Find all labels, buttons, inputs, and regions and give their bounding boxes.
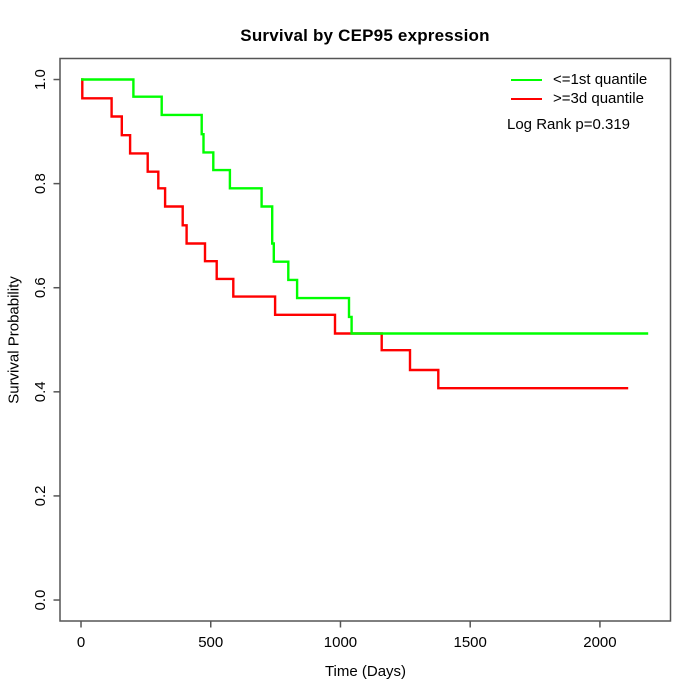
chart-title: Survival by CEP95 expression	[240, 26, 490, 45]
y-tick-label: 0.4	[32, 381, 49, 402]
legend-line-red-icon	[511, 97, 542, 100]
plot-box	[59, 57, 672, 622]
legend-label-first-quantile: <=1st quantile	[553, 71, 648, 88]
x-tick-label: 1500	[454, 634, 487, 651]
x-axis-label: Time (Days)	[324, 663, 407, 680]
survival-curve-third-quantile	[81, 78, 629, 390]
y-tick-label: 0.6	[32, 277, 49, 298]
survival-curve-first-quantile	[81, 78, 649, 335]
y-tick-label: 0.0	[32, 590, 49, 611]
y-axis-label: Survival Probability	[5, 276, 23, 404]
x-tick-label: 500	[198, 634, 223, 651]
log-rank-annotation: Log Rank p=0.319	[507, 116, 631, 133]
y-tick-label: 0.2	[32, 485, 49, 506]
legend-item-third-quantile: >=3d quantile	[511, 89, 647, 108]
legend-item-first-quantile: <=1st quantile	[511, 70, 647, 89]
y-tick-label: 0.8	[32, 173, 49, 194]
legend-line-green-icon	[511, 78, 542, 81]
x-tick-label: 0	[77, 634, 85, 651]
x-tick-label: 2000	[583, 634, 616, 651]
y-tick-label: 1.0	[32, 69, 49, 90]
x-tick-label: 1000	[324, 634, 357, 651]
legend-label-third-quantile: >=3d quantile	[553, 90, 644, 107]
legend: <=1st quantile >=3d quantile Log Rank p=…	[507, 70, 647, 133]
